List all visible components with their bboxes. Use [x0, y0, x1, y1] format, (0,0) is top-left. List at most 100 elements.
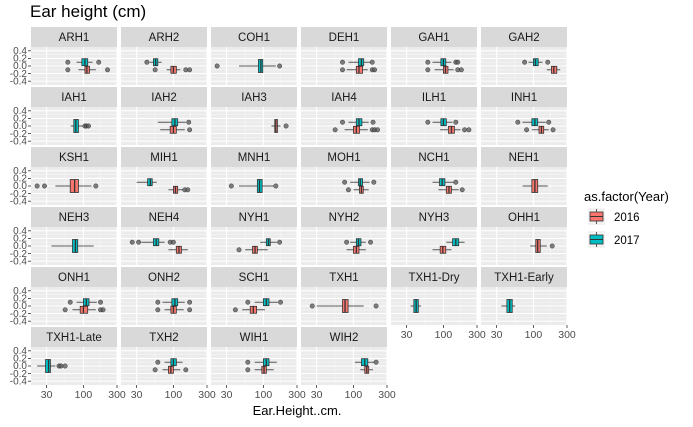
x-tick-label: 100 — [345, 389, 363, 401]
outlier-point — [214, 63, 220, 69]
facet-strip — [481, 27, 567, 47]
facet-strip-label: ARH1 — [59, 32, 90, 44]
outlier-point — [58, 363, 64, 369]
outlier-point — [86, 123, 91, 129]
y-tick-label: -0.2 — [10, 369, 28, 380]
facet-strip — [31, 147, 117, 167]
facet-strip — [31, 207, 117, 227]
facet-strip — [31, 267, 117, 287]
outlier-point — [100, 307, 106, 313]
box-2016 — [522, 179, 548, 193]
box-2016 — [546, 65, 561, 74]
facet-panel-ilh1: ILH1 — [391, 87, 478, 145]
facet-strip — [301, 327, 387, 347]
outlier-point — [459, 187, 465, 193]
facet-strip-label: ONH1 — [58, 272, 90, 284]
x-axis-title: Ear.Height..cm. — [253, 403, 342, 418]
y-tick-label: 0.0 — [13, 121, 27, 132]
y-tick-label: 0.2 — [13, 114, 27, 125]
outlier-point — [183, 367, 189, 373]
outlier-point — [62, 307, 68, 313]
outlier-point — [524, 127, 530, 133]
facet-panel-sch1: SCH1 — [211, 267, 298, 325]
facet-strip — [301, 87, 387, 107]
facet-strip-label: ONH2 — [148, 272, 180, 284]
outlier-point — [372, 67, 378, 73]
facet-panel-coh1: COH1 — [211, 27, 298, 85]
facet-panel-mnh1: MNH1 — [211, 147, 298, 205]
outlier-point — [462, 127, 468, 133]
outlier-point — [375, 127, 380, 133]
outlier-point — [93, 183, 99, 189]
box-2017 — [129, 238, 176, 247]
legend-entry-2017: 2017 — [588, 231, 640, 248]
box-2017 — [446, 238, 465, 247]
facet-panel-inh1: INH1 — [481, 87, 568, 145]
outlier-point — [425, 67, 431, 73]
facet-panel-txh1: TXH1 — [301, 267, 388, 325]
box-2016 — [309, 299, 379, 313]
outlier-point — [273, 183, 279, 189]
facet-strip-label: MOH1 — [327, 152, 360, 164]
outlier-point — [98, 299, 103, 305]
box-2017 — [65, 58, 102, 67]
facet-strip — [211, 27, 297, 47]
y-tick-label: 0.4 — [13, 346, 27, 357]
outlier-point — [278, 299, 283, 305]
facet-strip — [121, 27, 207, 47]
x-tick-label: 100 — [75, 389, 93, 401]
y-tick-label: -0.4 — [10, 376, 28, 387]
box-2016 — [271, 119, 289, 133]
x-tick-label: 30 — [41, 389, 53, 401]
facet-strip — [211, 87, 297, 107]
outlier-point — [345, 187, 351, 193]
box-2016 — [168, 185, 191, 194]
outlier-point — [144, 59, 150, 65]
outlier-point — [34, 183, 40, 189]
facet-strip — [391, 267, 477, 287]
outlier-point — [187, 67, 193, 73]
legend-label: 2016 — [614, 212, 640, 224]
facet-panel-txh1-late: TXH1-Late 0.40.20.0-0.2-0.4 30 100 300 — [10, 327, 126, 401]
facet-strip-label: NYH1 — [239, 212, 270, 224]
facet-strip-label: NYH2 — [329, 212, 360, 224]
box-2016 — [332, 125, 380, 134]
outlier-point — [187, 307, 193, 313]
facet-panel-wih2: WIH2 30 100 300 — [301, 327, 396, 401]
facet-panel-nyh1: NYH1 — [211, 207, 298, 265]
outlier-point — [545, 59, 551, 65]
chart-title: Ear height (cm) — [30, 2, 146, 21]
facet-panel-moh1: MOH1 — [301, 147, 388, 205]
y-tick-label: -0.4 — [10, 196, 28, 207]
outlier-point — [277, 239, 283, 245]
box-2017 — [155, 358, 183, 367]
x-tick-label: 300 — [288, 389, 306, 401]
box-2016 — [155, 305, 193, 314]
outlier-point — [155, 307, 161, 313]
facet-panel-txh2: TXH2 30 100 300 — [121, 327, 216, 401]
facet-strip — [481, 207, 567, 227]
outlier-point — [283, 123, 289, 129]
facet-strip-label: INH1 — [511, 92, 537, 104]
facet-strip — [121, 87, 207, 107]
outlier-point — [546, 119, 552, 125]
box-2017 — [354, 358, 379, 367]
outlier-point — [368, 239, 373, 245]
facet-strip — [121, 147, 207, 167]
outlier-point — [187, 299, 193, 305]
y-tick-label: 0.2 — [13, 234, 27, 245]
box-2016 — [438, 185, 465, 194]
y-tick-label: 0.2 — [13, 174, 27, 185]
y-tick-label: 0.0 — [13, 301, 27, 312]
facet-panel-neh3: NEH3 0.40.20.0-0.2-0.4 — [10, 207, 118, 267]
y-tick-label: -0.2 — [10, 309, 28, 320]
y-tick-label: 0.2 — [13, 54, 27, 65]
box-2016 — [62, 305, 106, 314]
facet-strip — [31, 327, 117, 347]
facet-strip-label: IAH3 — [241, 92, 267, 104]
outlier-point — [340, 67, 345, 73]
x-tick-label: 300 — [108, 389, 126, 401]
outlier-point — [340, 59, 345, 65]
facet-strip — [211, 267, 297, 287]
